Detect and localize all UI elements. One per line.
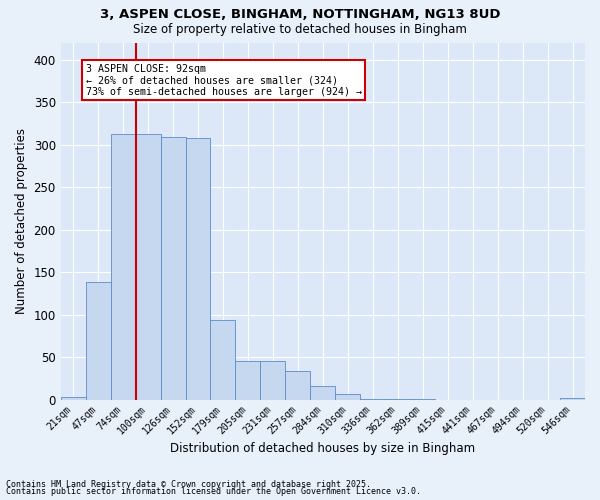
Y-axis label: Number of detached properties: Number of detached properties — [15, 128, 28, 314]
Text: Contains HM Land Registry data © Crown copyright and database right 2025.: Contains HM Land Registry data © Crown c… — [6, 480, 371, 489]
Bar — [410, 398, 435, 400]
Text: Size of property relative to detached houses in Bingham: Size of property relative to detached ho… — [133, 22, 467, 36]
Bar — [136, 134, 161, 400]
Bar — [185, 138, 211, 400]
Bar — [260, 362, 286, 400]
Bar — [211, 320, 235, 400]
Bar — [286, 370, 310, 400]
Bar — [360, 398, 385, 400]
Bar — [560, 398, 585, 400]
X-axis label: Distribution of detached houses by size in Bingham: Distribution of detached houses by size … — [170, 442, 475, 455]
Bar — [110, 134, 136, 400]
Text: 3, ASPEN CLOSE, BINGHAM, NOTTINGHAM, NG13 8UD: 3, ASPEN CLOSE, BINGHAM, NOTTINGHAM, NG1… — [100, 8, 500, 20]
Bar — [61, 397, 86, 400]
Bar — [310, 386, 335, 400]
Bar — [335, 394, 360, 400]
Text: 3 ASPEN CLOSE: 92sqm
← 26% of detached houses are smaller (324)
73% of semi-deta: 3 ASPEN CLOSE: 92sqm ← 26% of detached h… — [86, 64, 362, 97]
Text: Contains public sector information licensed under the Open Government Licence v3: Contains public sector information licen… — [6, 488, 421, 496]
Bar — [385, 398, 410, 400]
Bar — [86, 282, 110, 400]
Bar — [161, 137, 185, 400]
Bar — [235, 362, 260, 400]
